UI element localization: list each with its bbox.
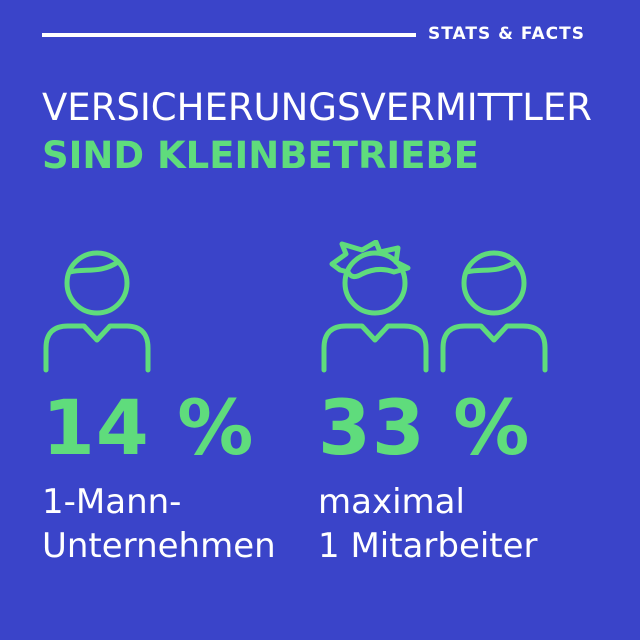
stat-label-2: maximal 1 Mitarbeiter [318,480,538,568]
stat-label-1-line-1: 1-Mann- [42,482,182,522]
header-tag: STATS & FACTS [428,24,585,44]
person-icon [43,250,151,373]
stat-label-2-line-2: 1 Mitarbeiter [318,526,538,566]
stat-label-1: 1-Mann- Unternehmen [42,480,276,568]
header-divider [42,33,416,37]
title-line-1: VERSICHERUNGSVERMITTLER [42,86,592,129]
stat-label-1-line-2: Unternehmen [42,526,276,566]
two-persons-icon [321,240,548,373]
stat-value-2: 33 % [318,383,531,472]
stat-value-1: 14 % [42,383,255,472]
title-line-2: SIND KLEINBETRIEBE [42,134,479,177]
stat-label-2-line-1: maximal [318,482,465,522]
